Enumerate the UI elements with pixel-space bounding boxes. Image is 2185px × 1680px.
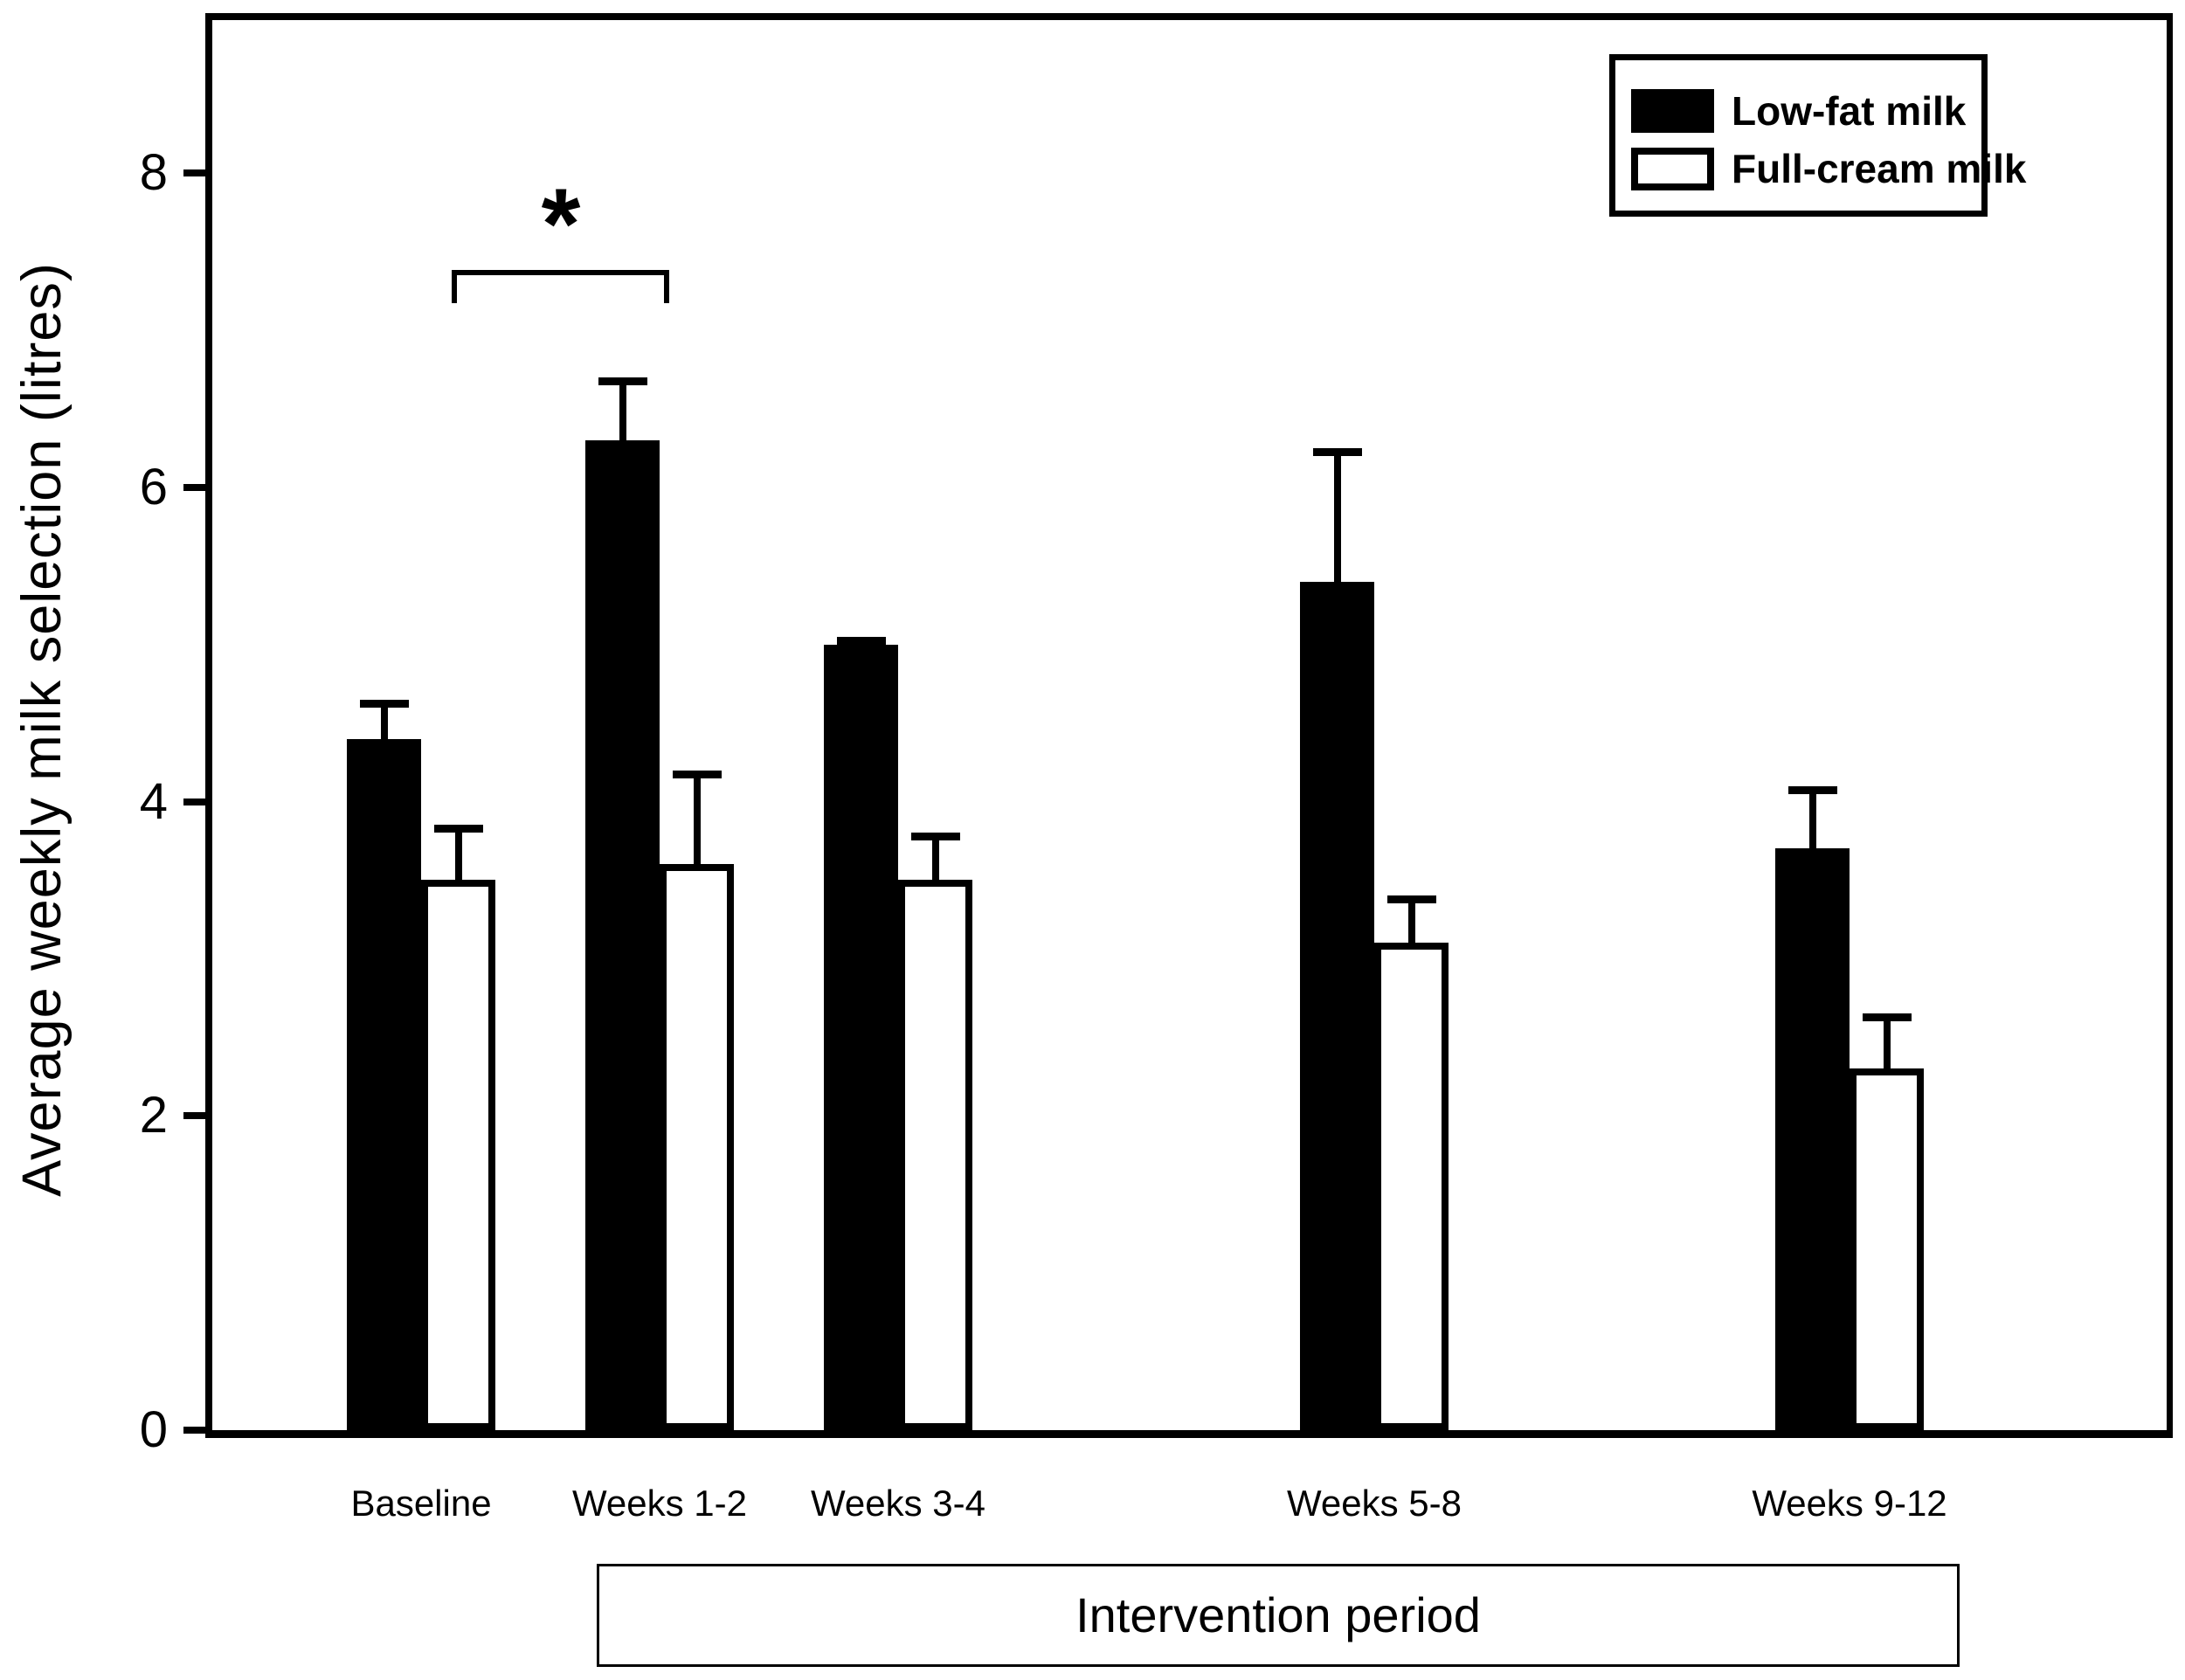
error-stem-full-cream-milk-weeks-3-4 [931,833,939,881]
y-tick-8 [183,169,205,176]
error-stem-full-cream-milk-weeks-9-12 [1883,1013,1891,1069]
y-tick-label-0: 0 [139,1401,168,1458]
legend-swatch-low-fat-milk [1631,89,1714,133]
error-cap-full-cream-milk-weeks-5-8 [1386,895,1436,904]
bar-low-fat-milk-baseline [347,738,421,1430]
x-category-label-weeks-9-12: Weeks 9-12 [1752,1483,1947,1524]
bar-low-fat-milk-weeks-1-2 [585,439,660,1430]
y-tick-label-2: 2 [139,1087,168,1144]
error-stem-full-cream-milk-baseline [454,825,462,881]
error-stem-low-fat-milk-baseline [380,699,388,739]
bar-full-cream-milk-weeks-5-8 [1374,943,1449,1430]
plot-border-top [205,13,2173,20]
y-tick-0 [183,1427,205,1434]
error-cap-full-cream-milk-weeks-9-12 [1862,1013,1912,1022]
x-axis-title: Intervention period [1075,1587,1481,1642]
error-stem-low-fat-milk-weeks-5-8 [1333,447,1341,582]
bar-full-cream-milk-weeks-3-4 [898,880,972,1430]
plot-border-right [2167,13,2173,1438]
error-cap-low-fat-milk-baseline [359,699,409,708]
legend-swatch-full-cream-milk [1631,148,1714,190]
bar-low-fat-milk-weeks-5-8 [1300,581,1374,1430]
error-cap-low-fat-milk-weeks-1-2 [598,377,647,385]
x-axis-line [205,1430,2173,1438]
x-category-label-weeks-3-4: Weeks 3-4 [811,1483,985,1524]
y-axis-title: Average weekly milk selection (litres) [11,262,73,1197]
y-tick-label-4: 4 [139,772,168,830]
bar-low-fat-milk-weeks-3-4 [824,644,898,1430]
x-axis-title-box: Intervention period [597,1564,1960,1667]
error-cap-full-cream-milk-weeks-1-2 [672,770,722,778]
error-stem-low-fat-milk-weeks-9-12 [1808,785,1816,849]
y-tick-4 [183,798,205,805]
error-cap-low-fat-milk-weeks-5-8 [1312,447,1362,456]
x-category-label-weeks-1-2: Weeks 1-2 [572,1483,747,1524]
bar-full-cream-milk-weeks-9-12 [1850,1068,1924,1430]
legend-label-low-fat-milk: Low-fat milk [1732,88,1967,134]
x-category-label-weeks-5-8: Weeks 5-8 [1287,1483,1462,1524]
error-cap-low-fat-milk-weeks-9-12 [1787,785,1837,794]
y-axis-line [205,13,212,1438]
significance-bracket-right-tick [664,270,669,303]
significance-bracket [452,270,669,275]
error-cap-full-cream-milk-weeks-3-4 [910,833,960,841]
error-stem-low-fat-milk-weeks-1-2 [619,377,626,440]
error-cap-full-cream-milk-baseline [433,825,483,833]
y-tick-6 [183,483,205,491]
bar-full-cream-milk-weeks-1-2 [660,864,734,1430]
y-tick-2 [183,1112,205,1120]
significance-bracket-left-tick [452,270,457,303]
error-stem-full-cream-milk-weeks-1-2 [693,770,701,865]
error-cap-low-fat-milk-weeks-3-4 [836,636,886,645]
significance-asterisk: * [541,169,581,280]
bar-full-cream-milk-baseline [421,880,495,1430]
x-category-label-baseline: Baseline [350,1483,492,1524]
y-tick-label-6: 6 [139,458,168,515]
bar-low-fat-milk-weeks-9-12 [1775,848,1850,1430]
error-stem-full-cream-milk-weeks-5-8 [1407,895,1415,944]
legend-label-full-cream-milk: Full-cream milk [1732,146,2027,191]
y-tick-label-8: 8 [139,144,168,201]
legend: Low-fat milk Full-cream milk [1609,54,2026,217]
